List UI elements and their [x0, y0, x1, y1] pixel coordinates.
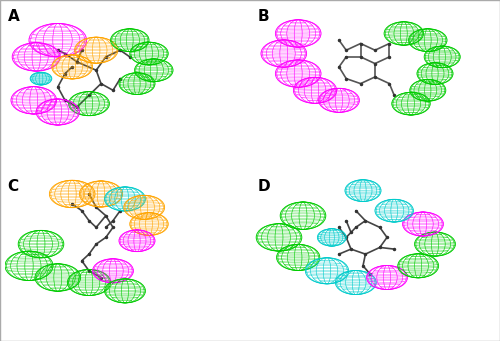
Text: B: B — [258, 9, 269, 24]
Text: A: A — [8, 9, 19, 24]
Text: D: D — [258, 179, 270, 194]
Text: C: C — [8, 179, 18, 194]
